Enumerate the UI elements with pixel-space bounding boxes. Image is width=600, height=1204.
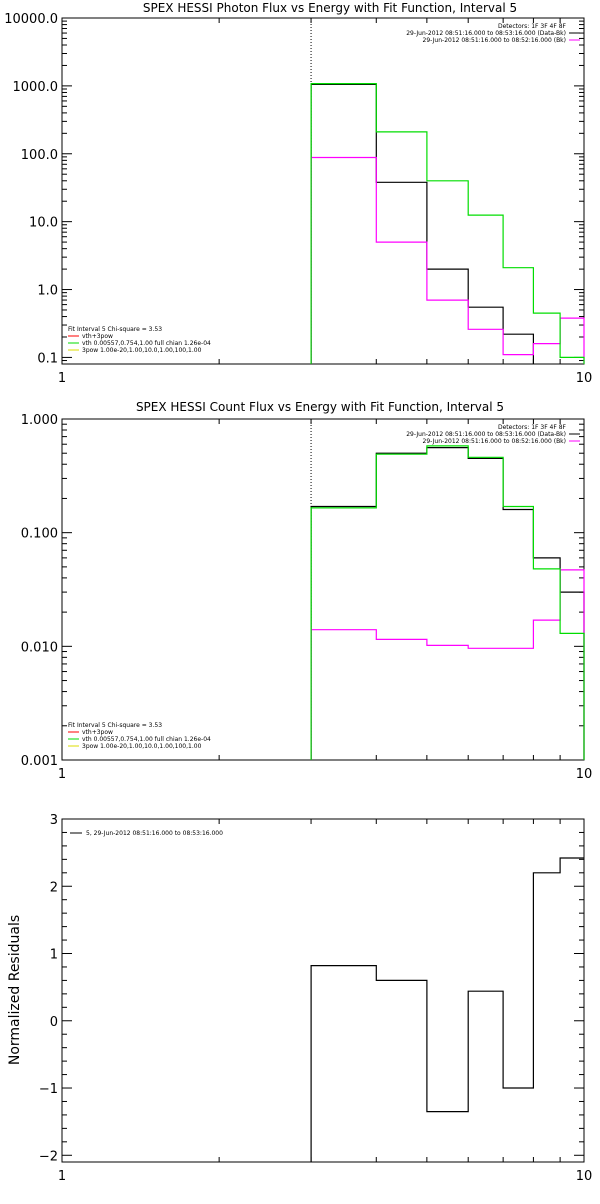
count-flux-legend-top-text: Detectors: 1F 3F 4F 8F (498, 424, 567, 431)
residuals-y-tick-label: 3 (50, 813, 58, 828)
photon-flux-y-tick-label: 1.0 (37, 284, 58, 299)
photon-flux-legend-bottom-text: 3pow 1.00e-20,1.00,10.0,1.00,100,1.00 (82, 347, 202, 354)
count-flux-y-tick-label: 0.010 (21, 640, 58, 655)
photon-flux-legend-top-text: Detectors: 1F 3F 4F 8F (498, 23, 567, 30)
photon-flux-panel: SPEX HESSI Photon Flux vs Energy with Fi… (4, 1, 592, 386)
residuals-axes-frame (61, 818, 585, 1163)
count-flux-y-tick-label: 0.001 (21, 754, 58, 769)
count-flux-series-2 (310, 445, 585, 760)
residuals-legend-text: 5, 29-Jun-2012 08:51:16.000 to 08:53:16.… (86, 830, 223, 837)
photon-flux-y-tick-label: 1000.0 (13, 80, 59, 95)
photon-flux-series-1 (310, 156, 585, 364)
photon-flux-series-2 (310, 82, 585, 364)
count-flux-series-1 (310, 569, 585, 760)
photon-flux-y-tick-label: 100.0 (21, 148, 58, 163)
count-flux-series-0 (310, 447, 585, 760)
photon-flux-x-tick-label: 1 (58, 371, 66, 386)
photon-flux-legend-bottom-text: Fit Interval 5 Chi-square = 3.53 (68, 326, 162, 333)
count-flux-legend-top-text: 29-Jun-2012 08:51:16.000 to 08:53:16.000… (406, 431, 566, 438)
count-flux-legend-bottom-text: 3pow 1.00e-20,1.00,10.0,1.00,100,1.00 (82, 743, 202, 750)
residuals-x-tick-label: 10 (576, 1169, 593, 1184)
residuals-y-tick-label: −1 (39, 1082, 58, 1097)
photon-flux-axes-frame (61, 17, 585, 365)
residuals-y-tick-label: 0 (50, 1015, 58, 1030)
photon-flux-legend-bottom-text: vth 0.00557,0.754,1.00 full chian 1.26e-… (82, 340, 211, 347)
residuals-series-0 (310, 857, 584, 1162)
photon-flux-series-0 (310, 83, 535, 364)
residuals-y-axis-label: Normalized Residuals (7, 915, 23, 1065)
photon-flux-y-tick-label: 0.1 (37, 351, 58, 366)
residuals-panel: Normalized Residuals 1 10 −2 −1 0 1 2 3 5, 29-Ju… (7, 813, 592, 1184)
residuals-y-tick-label: 1 (50, 948, 58, 963)
count-flux-x-tick-label: 1 (58, 767, 66, 782)
count-flux-legend-top-text: 29-Jun-2012 08:51:16.000 to 08:52:16.000… (423, 438, 566, 445)
count-flux-legend-bottom-text: vth 0.00557,0.754,1.00 full chian 1.26e-… (82, 736, 211, 743)
photon-flux-legend-top-text: 29-Jun-2012 08:51:16.000 to 08:53:16.000… (406, 30, 566, 37)
count-flux-panel: SPEX HESSI Count Flux vs Energy with Fit… (21, 400, 592, 782)
photon-flux-legend-bottom-text: vth+3pow (82, 333, 113, 340)
photon-flux-title: SPEX HESSI Photon Flux vs Energy with Fi… (143, 1, 517, 15)
count-flux-legend-bottom-text: Fit Interval 5 Chi-square = 3.53 (68, 722, 162, 729)
count-flux-y-tick-label: 1.000 (21, 413, 58, 428)
residuals-x-tick-label: 1 (58, 1169, 66, 1184)
residuals-y-tick-label: 2 (50, 880, 58, 895)
photon-flux-x-tick-label: 10 (576, 371, 593, 386)
photon-flux-legend-top-text: 29-Jun-2012 08:51:16.000 to 08:52:16.000… (423, 37, 566, 44)
count-flux-title: SPEX HESSI Count Flux vs Energy with Fit… (136, 400, 504, 414)
count-flux-axes-frame (61, 418, 585, 761)
residuals-y-tick-label: −2 (39, 1149, 58, 1164)
count-flux-x-tick-label: 10 (576, 767, 593, 782)
photon-flux-y-tick-label: 10000.0 (4, 12, 58, 27)
count-flux-y-tick-label: 0.100 (21, 527, 58, 542)
photon-flux-y-tick-label: 10.0 (29, 216, 58, 231)
count-flux-legend-bottom-text: vth+3pow (82, 729, 113, 736)
